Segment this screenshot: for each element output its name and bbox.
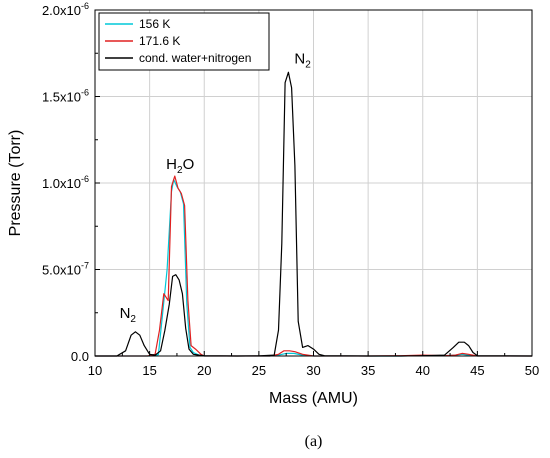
x-axis: 10 15 20 25 30 35 40 45 50 [88,351,539,378]
legend-label: cond. water+nitrogen [139,51,251,65]
peak-annotations: N2 H2O N2 [120,51,312,325]
peak-annotation: H2O [166,156,194,176]
x-tick-label: 30 [306,363,320,378]
y-tick-exponent: -6 [81,174,89,184]
x-axis-label: Mass (AMU) [269,390,358,407]
peak-annotation: N2 [294,51,311,71]
x-tick-label: 35 [361,363,375,378]
y-tick-label: 1.0x10-6 [42,174,89,191]
x-tick-label: 15 [142,363,156,378]
y-axis: 0.0 5.0x10-7 1.0x10-6 1.5x10-6 2.0x10-6 [42,1,100,364]
y-tick-exponent: -6 [81,88,89,98]
y-axis-label: Pressure (Torr) [7,130,24,237]
y-tick-exponent: -6 [81,1,89,11]
legend-label: 171.6 K [139,34,180,48]
y-tick-exponent: -7 [81,261,89,271]
legend-label: 156 K [139,17,170,31]
x-tick-label: 45 [470,363,484,378]
x-tick-label: 20 [197,363,211,378]
y-tick-label: 5.0x10-7 [42,261,89,278]
x-tick-label: 10 [88,363,102,378]
y-tick-label: 0.0 [71,349,89,364]
peak-annotation: N2 [120,305,137,325]
x-tick-label: 25 [252,363,266,378]
x-tick-label: 50 [525,363,539,378]
y-tick-label: 2.0x10-6 [42,1,89,18]
y-tick-label: 1.5x10-6 [42,88,89,105]
legend: 156 K 171.6 K cond. water+nitrogen [98,12,270,71]
x-tick-label: 40 [416,363,430,378]
panel-label: (a) [305,433,323,450]
